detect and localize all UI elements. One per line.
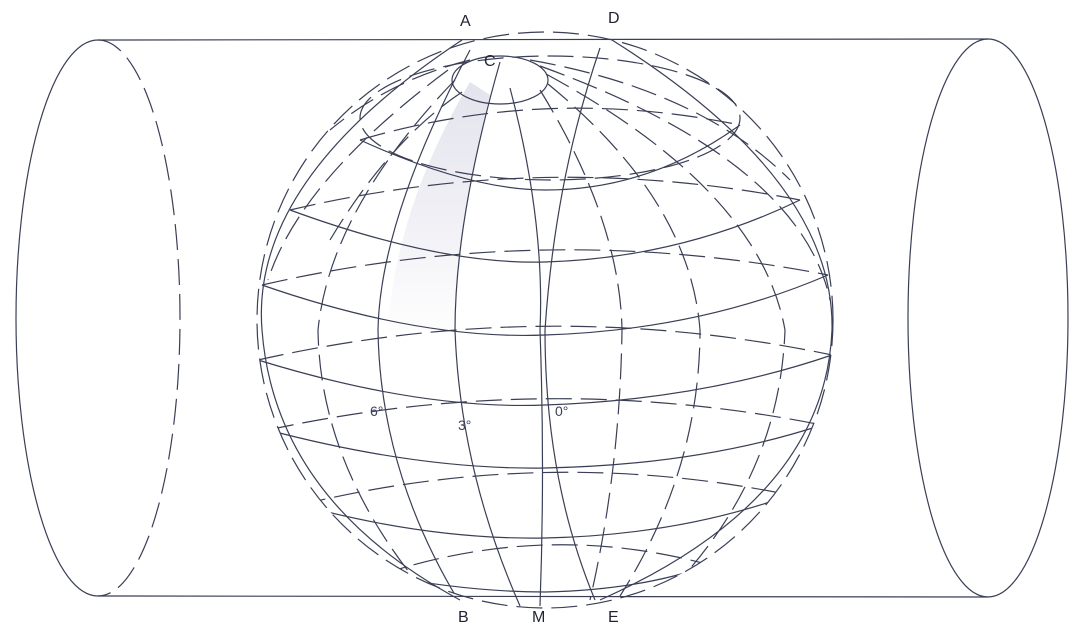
- meridians-dashed: [268, 60, 830, 600]
- globe: [257, 32, 833, 608]
- polar-ring: [360, 56, 740, 180]
- cylinder-bottom-edge: [98, 596, 988, 597]
- cylinder-top-edge: [98, 39, 988, 40]
- zone-shading: [388, 82, 490, 330]
- label-e: E: [608, 609, 619, 626]
- label-d: D: [608, 10, 620, 27]
- label-m: M: [532, 609, 545, 626]
- meridian-label-0: 0°: [555, 403, 568, 419]
- meridian-label-3: 3°: [458, 417, 471, 433]
- label-a: A: [460, 13, 471, 30]
- label-b: B: [458, 609, 469, 626]
- cylinder-right-end: [908, 39, 1068, 597]
- cylinder-left-end-back: [98, 40, 180, 596]
- meridian-label-6: 6°: [370, 403, 383, 419]
- globe-outline: [257, 32, 833, 608]
- cylinder-left-end-front: [16, 40, 98, 596]
- label-c: C: [484, 53, 496, 70]
